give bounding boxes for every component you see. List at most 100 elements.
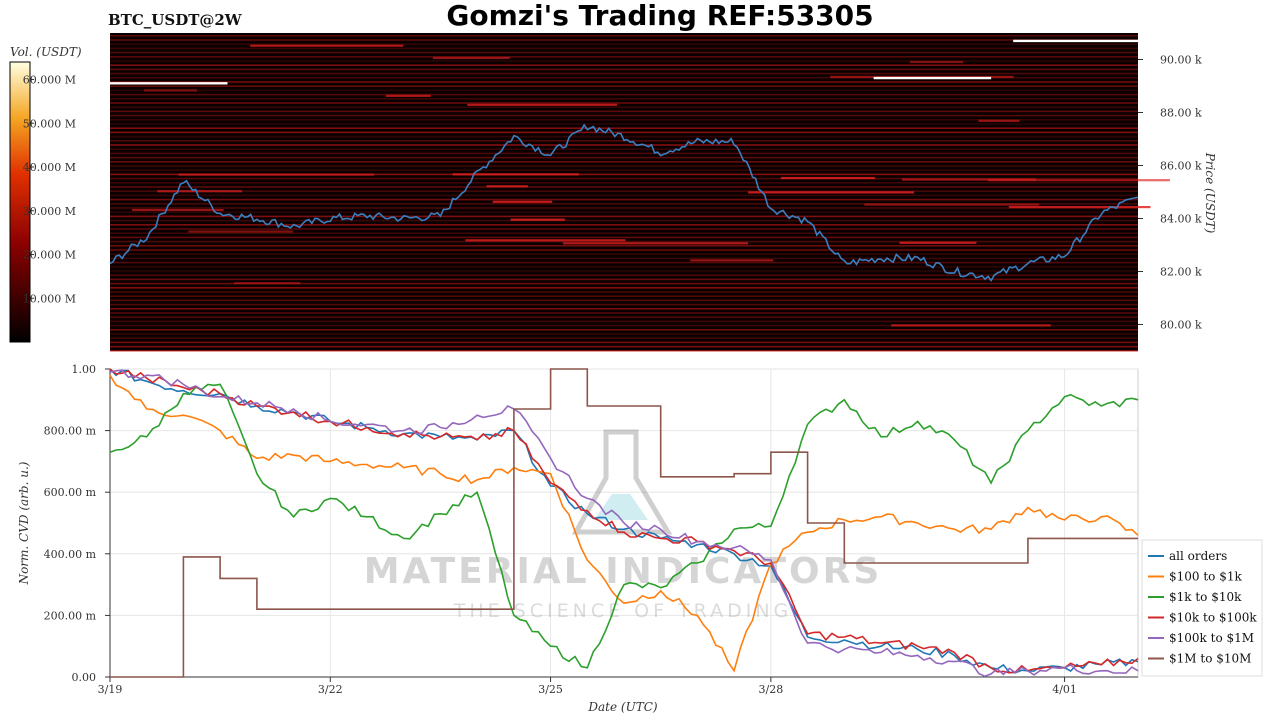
liquidity-band <box>110 303 1138 306</box>
colorbar-tick-label: 20.000 M <box>23 249 76 262</box>
liquidity-cluster <box>510 218 565 221</box>
liquidity-band <box>110 345 1138 348</box>
liquidity-band <box>110 98 1138 100</box>
cvd-ytick-label: 600.00 m <box>44 486 97 499</box>
liquidity-cluster <box>467 103 618 106</box>
cvd-series-lines <box>109 368 1139 678</box>
liquidity-band <box>110 257 1138 260</box>
price-tick-label: 82.00 k <box>1160 266 1202 279</box>
cvd-ytick-label: 400.00 m <box>44 548 97 561</box>
liquidity-band <box>110 228 1138 230</box>
liquidity-cluster <box>452 173 579 176</box>
cvd-series-line <box>109 383 1139 669</box>
watermark-tagline: THE SCIENCE OF TRADING <box>453 600 793 622</box>
liquidity-band <box>110 278 1138 281</box>
liquidity-cluster <box>910 60 964 64</box>
cvd-x-label: Date (UTC) <box>587 700 657 714</box>
liquidity-band <box>110 135 1138 138</box>
liquidity-band <box>110 224 1138 226</box>
price-tick-label: 90.00 k <box>1160 54 1202 67</box>
liquidity-cluster <box>486 185 528 188</box>
order-walls <box>110 39 1138 85</box>
liquidity-cluster <box>891 324 1051 327</box>
colorbar <box>9 61 31 343</box>
liquidity-cluster <box>899 241 977 244</box>
legend-entry: $1k to $10k <box>1169 590 1242 604</box>
liquidity-band <box>110 333 1138 335</box>
liquidity-band <box>110 169 1138 171</box>
legend-entry: $100k to $1M <box>1169 631 1254 645</box>
price-tick-label: 88.00 k <box>1160 107 1202 120</box>
liquidity-cluster <box>780 176 875 180</box>
colorbar-ticks: 60.000 M 50.000 M 40.000 M 30.000 M 20.000 M… <box>23 74 76 306</box>
liquidity-band <box>110 35 1138 37</box>
liquidity-band <box>110 51 1138 54</box>
cvd-xtick-label: 3/25 <box>538 683 563 696</box>
liquidity-band <box>110 110 1138 113</box>
liquidity-band <box>110 43 1138 45</box>
liquidity-band <box>110 173 1138 176</box>
liquidity-band <box>110 161 1138 163</box>
liquidity-band <box>110 152 1138 155</box>
liquidity-band <box>110 211 1138 213</box>
cvd-series-line <box>109 368 1139 674</box>
heatmap-bands <box>110 35 1170 352</box>
colorbar-tick-label: 50.000 M <box>23 117 76 130</box>
liquidity-band <box>110 291 1138 293</box>
liquidity-band <box>110 127 1138 129</box>
colorbar-tick-label: 10.000 M <box>23 292 76 305</box>
legend-entry: $1M to $10M <box>1169 652 1251 666</box>
cvd-series-line <box>109 374 1139 673</box>
cvd-xtick-label: 3/22 <box>318 683 343 696</box>
liquidity-band <box>110 207 1138 209</box>
liquidity-band <box>110 253 1138 255</box>
liquidity-band <box>110 341 1138 344</box>
liquidity-band <box>110 240 1138 243</box>
liquidity-band <box>110 131 1138 134</box>
liquidity-band <box>110 270 1138 272</box>
liquidity-band <box>110 219 1138 222</box>
liquidity-band <box>110 329 1138 331</box>
liquidity-band <box>110 93 1138 96</box>
liquidity-band <box>110 249 1138 251</box>
legend: all orders $100 to $1k $1k to $10k $10k to … <box>1148 549 1257 666</box>
liquidity-band <box>110 261 1138 264</box>
cvd-xtick-label: 3/19 <box>98 683 123 696</box>
cvd-series-line <box>110 368 1138 678</box>
liquidity-band <box>110 203 1138 205</box>
colorbar-tick-label: 60.000 M <box>23 74 76 87</box>
liquidity-band <box>110 186 1138 188</box>
liquidity-band <box>110 114 1138 117</box>
liquidity-band <box>110 324 1138 327</box>
cvd-series-line <box>109 369 1139 678</box>
liquidity-band <box>110 295 1138 297</box>
liquidity-band <box>110 119 1138 121</box>
liquidity-band <box>110 56 1138 58</box>
legend-entry: $100 to $1k <box>1169 570 1242 584</box>
liquidity-band <box>110 232 1138 234</box>
liquidity-band <box>110 39 1138 41</box>
cvd-ytick-label: 1.00 <box>72 363 97 376</box>
liquidity-band <box>110 106 1138 108</box>
liquidity-band <box>110 177 1138 180</box>
liquidity-cluster <box>465 239 626 242</box>
liquidity-band <box>110 274 1138 276</box>
liquidity-cluster <box>386 94 431 97</box>
colorbar-label: Vol. (USDT) <box>10 45 82 59</box>
symbol-label: BTC_USDT@2W <box>108 11 243 29</box>
liquidity-band <box>110 215 1138 218</box>
liquidity-cluster <box>562 242 748 245</box>
liquidity-cluster <box>188 230 293 233</box>
liquidity-band <box>110 320 1138 323</box>
cvd-ytick-label: 0.00 <box>72 671 97 684</box>
liquidity-band <box>110 266 1138 268</box>
liquidity-band <box>110 194 1138 197</box>
cvd-xtick-label: 4/01 <box>1052 683 1077 696</box>
liquidity-band <box>110 102 1138 104</box>
liquidity-band <box>110 77 1138 79</box>
liquidity-cluster <box>143 89 198 92</box>
price-tick-label: 84.00 k <box>1160 213 1202 226</box>
liquidity-band <box>110 182 1138 184</box>
liquidity-cluster <box>902 178 1037 181</box>
